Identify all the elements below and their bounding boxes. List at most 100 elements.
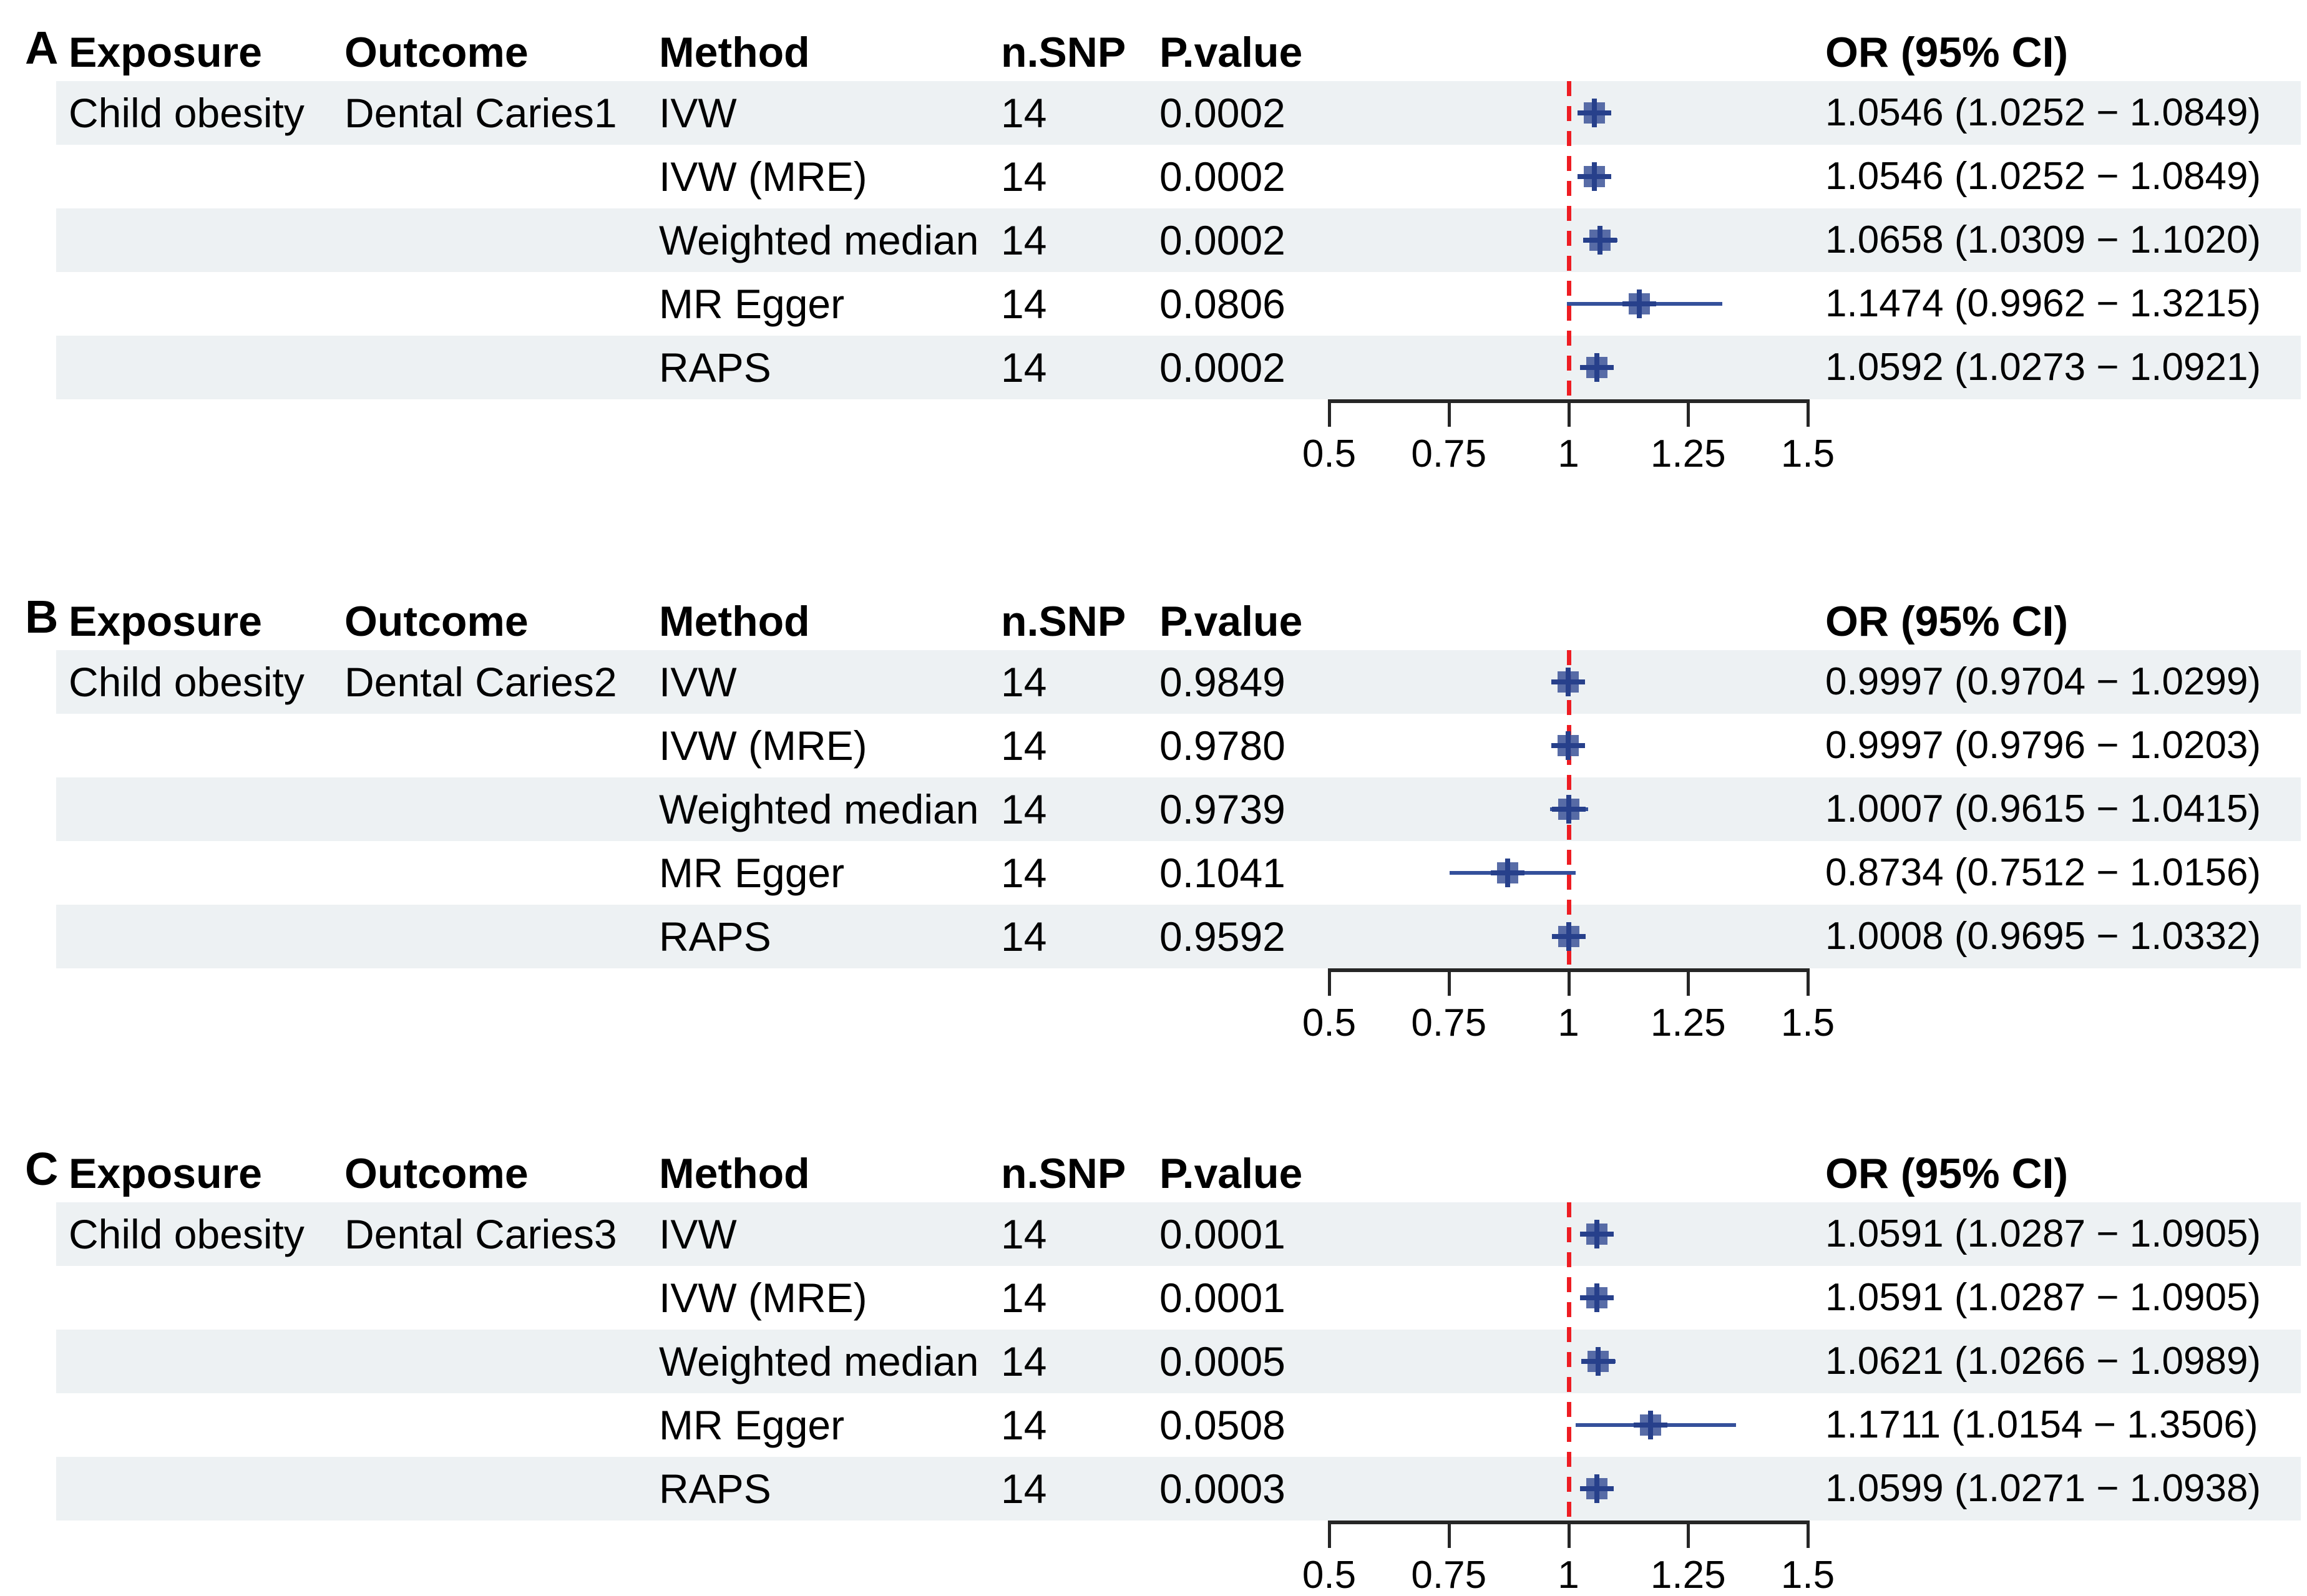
or-ci-cell: 1.0546 (1.0252 − 1.0849)	[1825, 91, 2261, 134]
nsnp-cell: 14	[1001, 1275, 1047, 1321]
axis-tick	[1687, 968, 1690, 996]
panel: C Exposure Outcome Method n.SNP P.value …	[0, 1121, 2307, 1596]
panel-letter: A	[25, 22, 59, 74]
header-nsnp: n.SNP	[1001, 29, 1126, 76]
header-pvalue: P.value	[1159, 598, 1303, 645]
header-or-ci: OR (95% CI)	[1825, 29, 2069, 76]
marker-cross-vertical	[1636, 290, 1642, 318]
header-or-ci: OR (95% CI)	[1825, 598, 2069, 645]
axis-tick	[1567, 968, 1571, 996]
method-cell: IVW	[659, 1211, 737, 1257]
table-row: MR Egger 14 0.1041 0.8734 (0.7512 − 1.01…	[56, 841, 2301, 905]
or-ci-cell: 1.0592 (1.0273 − 1.0921)	[1825, 346, 2261, 389]
point-marker	[1578, 160, 1612, 193]
nsnp-cell: 14	[1001, 344, 1047, 391]
marker-cross-vertical	[1594, 353, 1599, 382]
table-row: IVW (MRE) 14 0.0001 1.0591 (1.0287 − 1.0…	[56, 1266, 2301, 1330]
pvalue-cell: 0.9849	[1159, 659, 1285, 705]
pvalue-cell: 0.0001	[1159, 1275, 1285, 1321]
point-marker	[1551, 729, 1586, 762]
table-row: RAPS 14 0.0003 1.0599 (1.0271 − 1.0938)	[56, 1457, 2301, 1521]
axis-tick-label: 1	[1558, 432, 1579, 475]
table-row: IVW (MRE) 14 0.9780 0.9997 (0.9796 − 1.0…	[56, 714, 2301, 777]
method-cell: IVW (MRE)	[659, 153, 867, 200]
axis-tick	[1567, 399, 1571, 427]
method-cell: RAPS	[659, 344, 771, 391]
method-cell: IVW	[659, 659, 737, 705]
table-row: Child obesity Dental Caries3 IVW 14 0.00…	[56, 1202, 2301, 1266]
marker-cross-vertical	[1592, 162, 1597, 191]
pvalue-cell: 0.1041	[1159, 850, 1285, 896]
point-marker	[1552, 920, 1586, 953]
axis-tick-label: 1.25	[1650, 1554, 1726, 1596]
nsnp-cell: 14	[1001, 90, 1047, 136]
table-row: Child obesity Dental Caries2 IVW 14 0.98…	[56, 650, 2301, 714]
or-ci-cell: 1.1474 (0.9962 − 1.3215)	[1825, 282, 2261, 325]
pvalue-cell: 0.0002	[1159, 90, 1285, 136]
axis-tick-label: 1.5	[1780, 1001, 1835, 1044]
nsnp-cell: 14	[1001, 723, 1047, 769]
or-ci-cell: 1.0591 (1.0287 − 1.0905)	[1825, 1276, 2261, 1319]
or-ci-cell: 1.0007 (0.9615 − 1.0415)	[1825, 787, 2261, 830]
marker-cross-vertical	[1566, 795, 1572, 824]
marker-cross-vertical	[1647, 1411, 1653, 1439]
point-marker	[1581, 1345, 1616, 1378]
point-marker	[1552, 792, 1586, 826]
axis-tick	[1687, 1521, 1690, 1548]
outcome-cell: Dental Caries3	[344, 1211, 617, 1257]
axis-tick	[1807, 399, 1810, 427]
point-marker	[1551, 665, 1586, 699]
marker-cross-vertical	[1594, 1474, 1600, 1503]
axis-tick-label: 1	[1558, 1001, 1579, 1044]
point-marker	[1579, 351, 1614, 384]
header-method: Method	[659, 1150, 810, 1197]
header-pvalue: P.value	[1159, 1150, 1303, 1197]
header-nsnp: n.SNP	[1001, 1150, 1126, 1197]
pvalue-cell: 0.0002	[1159, 153, 1285, 200]
pvalue-cell: 0.9739	[1159, 786, 1285, 832]
table-row: Weighted median 14 0.9739 1.0007 (0.9615…	[56, 777, 2301, 841]
axis-tick	[1447, 1521, 1451, 1548]
or-ci-cell: 0.9997 (0.9704 − 1.0299)	[1825, 660, 2261, 703]
exposure-cell: Child obesity	[69, 90, 305, 136]
point-marker	[1580, 1472, 1614, 1506]
or-ci-cell: 0.8734 (0.7512 − 1.0156)	[1825, 851, 2261, 894]
exposure-cell: Child obesity	[69, 1211, 305, 1257]
header-exposure: Exposure	[69, 29, 262, 76]
reference-line	[1566, 1202, 1571, 1522]
table-row: MR Egger 14 0.0508 1.1711 (1.0154 − 1.35…	[56, 1393, 2301, 1457]
axis-tick	[1447, 399, 1451, 427]
axis-tick-label: 0.5	[1302, 1554, 1357, 1596]
marker-cross-vertical	[1566, 922, 1572, 951]
or-ci-cell: 1.0658 (1.0309 − 1.1020)	[1825, 218, 2261, 261]
method-cell: Weighted median	[659, 217, 979, 263]
or-ci-cell: 1.0599 (1.0271 − 1.0938)	[1825, 1467, 2261, 1510]
method-cell: RAPS	[659, 1466, 771, 1512]
method-cell: MR Egger	[659, 850, 845, 896]
nsnp-cell: 14	[1001, 281, 1047, 327]
panel: B Exposure Outcome Method n.SNP P.value …	[0, 569, 2307, 1101]
header-method: Method	[659, 29, 810, 76]
axis-tick-label: 0.75	[1411, 432, 1487, 475]
panel: A Exposure Outcome Method n.SNP P.value …	[0, 0, 2307, 532]
axis-tick	[1328, 968, 1331, 996]
pvalue-cell: 0.0003	[1159, 1466, 1285, 1512]
point-marker	[1579, 1217, 1614, 1251]
axis-tick	[1807, 968, 1810, 996]
panel-letter: C	[25, 1143, 59, 1195]
table-row: MR Egger 14 0.0806 1.1474 (0.9962 − 1.32…	[56, 272, 2301, 336]
or-ci-cell: 1.0546 (1.0252 − 1.0849)	[1825, 155, 2261, 198]
or-ci-cell: 1.0591 (1.0287 − 1.0905)	[1825, 1212, 2261, 1255]
header-nsnp: n.SNP	[1001, 598, 1126, 645]
nsnp-cell: 14	[1001, 786, 1047, 832]
or-ci-cell: 1.0008 (0.9695 − 1.0332)	[1825, 915, 2261, 958]
axis-tick-label: 0.75	[1411, 1001, 1487, 1044]
table-row: Weighted median 14 0.0005 1.0621 (1.0266…	[56, 1330, 2301, 1393]
x-axis-line	[1328, 399, 1810, 403]
method-cell: RAPS	[659, 913, 771, 960]
point-marker	[1622, 287, 1656, 321]
pvalue-cell: 0.0002	[1159, 344, 1285, 391]
pvalue-cell: 0.0508	[1159, 1402, 1285, 1448]
header-exposure: Exposure	[69, 1150, 262, 1197]
